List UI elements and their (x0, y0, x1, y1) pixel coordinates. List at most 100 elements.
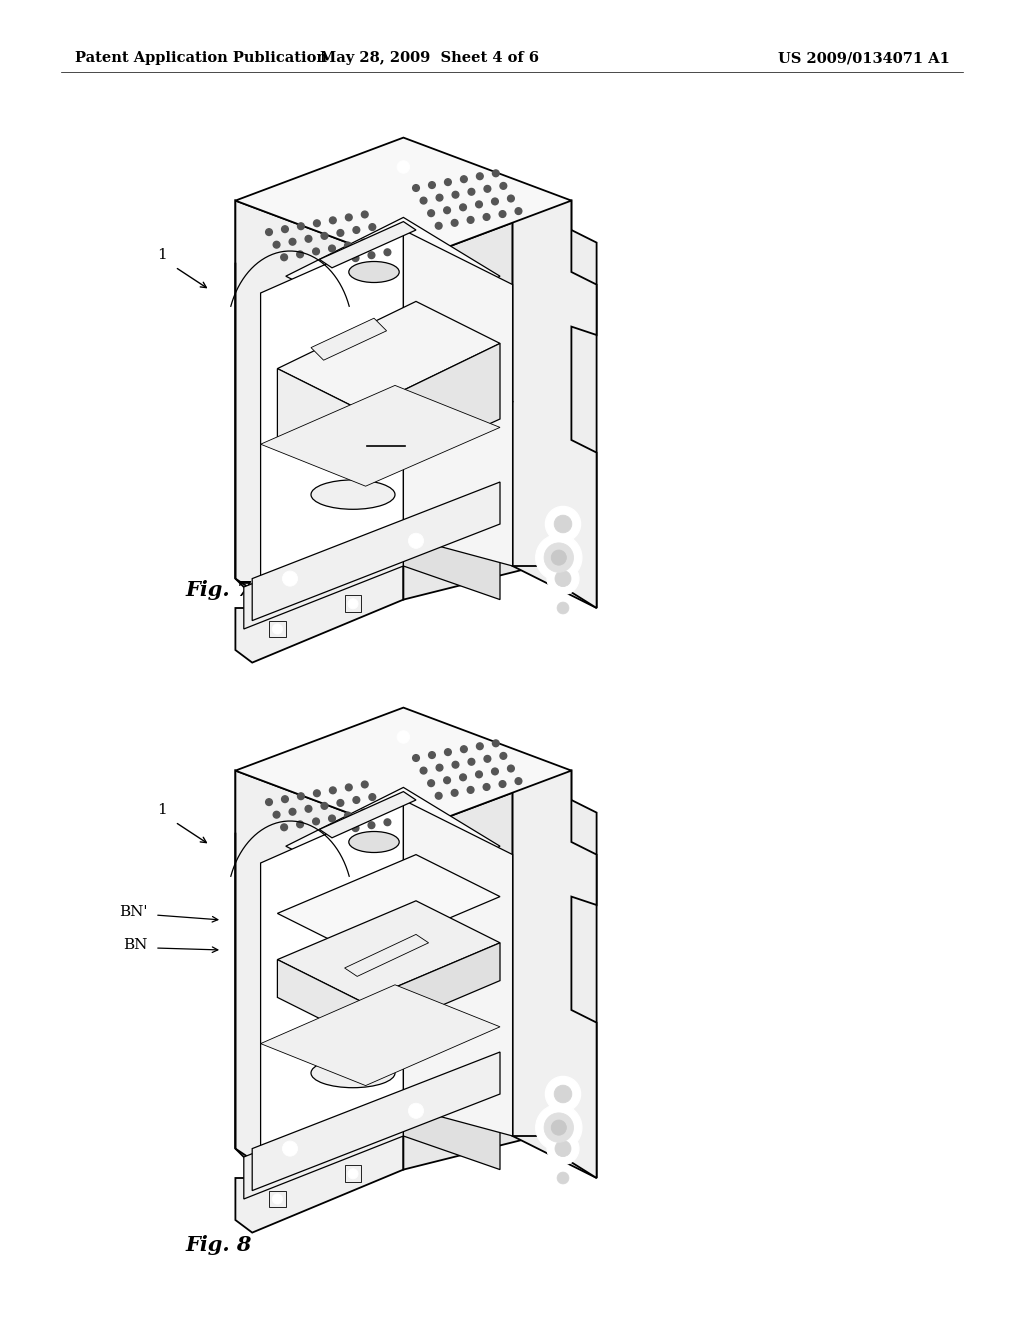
Circle shape (312, 818, 319, 825)
Circle shape (452, 219, 458, 226)
Polygon shape (260, 385, 500, 486)
Circle shape (397, 731, 410, 743)
Circle shape (444, 748, 452, 755)
Circle shape (298, 793, 304, 800)
Circle shape (554, 1085, 571, 1102)
Text: US 2009/0134071 A1: US 2009/0134071 A1 (778, 51, 950, 65)
Polygon shape (361, 343, 500, 482)
Circle shape (551, 550, 566, 565)
Circle shape (369, 223, 376, 231)
Circle shape (436, 764, 442, 771)
Polygon shape (513, 771, 597, 1177)
Circle shape (460, 205, 466, 211)
Circle shape (361, 781, 368, 788)
Circle shape (443, 207, 451, 214)
Circle shape (352, 825, 358, 832)
Polygon shape (236, 201, 403, 663)
Circle shape (483, 214, 489, 220)
Circle shape (289, 239, 296, 246)
Circle shape (429, 751, 435, 759)
Circle shape (492, 768, 499, 775)
Circle shape (330, 787, 336, 793)
Circle shape (500, 182, 507, 189)
Circle shape (484, 755, 490, 762)
Circle shape (467, 216, 474, 223)
Polygon shape (361, 942, 500, 1039)
Circle shape (377, 236, 383, 243)
Circle shape (281, 824, 288, 830)
Circle shape (265, 799, 272, 805)
Ellipse shape (311, 480, 395, 510)
Polygon shape (278, 900, 500, 1002)
Polygon shape (278, 301, 500, 411)
Polygon shape (403, 524, 500, 599)
Circle shape (272, 624, 283, 634)
Circle shape (345, 242, 351, 249)
Text: May 28, 2009  Sheet 4 of 6: May 28, 2009 Sheet 4 of 6 (321, 51, 540, 65)
Circle shape (468, 759, 475, 766)
Circle shape (397, 161, 410, 173)
Circle shape (493, 170, 499, 177)
Text: Fig. 8: Fig. 8 (185, 1236, 251, 1255)
Circle shape (544, 543, 573, 573)
Circle shape (313, 789, 321, 797)
Text: 6: 6 (451, 741, 460, 755)
Polygon shape (244, 1094, 403, 1199)
Text: 7: 7 (267, 360, 276, 375)
Polygon shape (248, 148, 559, 255)
Polygon shape (319, 792, 416, 838)
Circle shape (281, 253, 288, 260)
Circle shape (468, 189, 475, 195)
Polygon shape (278, 368, 361, 482)
Circle shape (508, 766, 514, 772)
Polygon shape (345, 1166, 361, 1183)
Circle shape (453, 762, 459, 768)
Circle shape (435, 223, 442, 230)
Circle shape (413, 755, 420, 762)
Circle shape (467, 787, 474, 793)
Polygon shape (403, 771, 571, 1170)
Polygon shape (403, 1094, 500, 1170)
Circle shape (435, 792, 442, 799)
Ellipse shape (349, 832, 399, 853)
Circle shape (282, 226, 289, 232)
Circle shape (329, 246, 336, 252)
Circle shape (273, 812, 280, 818)
Circle shape (360, 239, 368, 246)
Circle shape (420, 197, 427, 205)
Polygon shape (278, 854, 500, 956)
Circle shape (348, 1168, 358, 1179)
Circle shape (345, 784, 352, 791)
Circle shape (461, 176, 467, 182)
Circle shape (322, 232, 328, 239)
Circle shape (283, 572, 298, 586)
Circle shape (444, 178, 452, 186)
Circle shape (499, 211, 506, 218)
Circle shape (551, 1167, 574, 1189)
Text: BN: BN (371, 429, 399, 447)
Polygon shape (286, 218, 500, 335)
Text: Fig. 7: Fig. 7 (185, 579, 251, 601)
Circle shape (428, 210, 434, 216)
Circle shape (305, 805, 312, 812)
Circle shape (508, 195, 514, 202)
Circle shape (384, 818, 391, 825)
Circle shape (361, 211, 368, 218)
Circle shape (345, 214, 352, 220)
Circle shape (312, 248, 319, 255)
Circle shape (282, 796, 289, 803)
Polygon shape (286, 788, 500, 906)
Polygon shape (236, 201, 403, 578)
Circle shape (348, 599, 358, 609)
Circle shape (476, 743, 483, 750)
Circle shape (460, 774, 466, 780)
Circle shape (551, 1121, 566, 1135)
Circle shape (429, 182, 435, 189)
Circle shape (409, 533, 424, 548)
Circle shape (313, 220, 321, 227)
Polygon shape (345, 595, 361, 612)
Circle shape (297, 821, 303, 828)
Polygon shape (244, 524, 403, 630)
Text: 7: 7 (505, 401, 515, 414)
Polygon shape (345, 935, 429, 977)
